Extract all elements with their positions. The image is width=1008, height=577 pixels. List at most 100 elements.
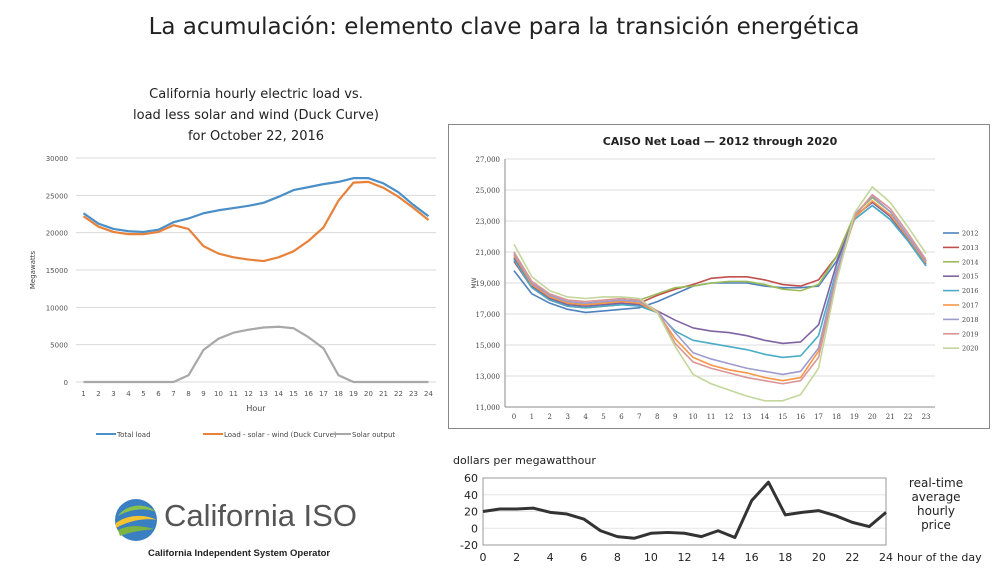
chart2-ytick-label: 21,000 — [476, 249, 501, 257]
chart3-xtick-label: 22 — [845, 551, 859, 564]
chart3-xtick-label: 12 — [678, 551, 692, 564]
chart2-series-line-2014 — [513, 196, 927, 306]
chart1-ytick-label: 0 — [64, 379, 68, 387]
chart1-xlabel: Hour — [246, 404, 266, 413]
chart1-xtick-label: 2 — [96, 390, 100, 398]
chart3-ytick-label: 20 — [464, 506, 478, 519]
california-iso-logo: California ISO California Independent Sy… — [112, 488, 372, 568]
chart2-xtick-label: 15 — [778, 413, 787, 421]
chart3-xtick-label: 16 — [745, 551, 759, 564]
chart2-legend-label: 2018 — [962, 316, 979, 324]
chart1-xtick-label: 4 — [126, 390, 131, 398]
chart1-ytick-label: 10000 — [46, 304, 68, 312]
slide-title: La acumulación: elemento clave para la t… — [148, 14, 860, 40]
chart1-title-line: California hourly electric load vs. — [149, 87, 363, 102]
chart2-legend-label: 2012 — [962, 230, 979, 238]
chart3-xtick-label: 4 — [547, 551, 554, 564]
chart1-xtick-label: 6 — [156, 390, 161, 398]
chart3-annotation-line: real-time — [909, 476, 963, 490]
chart2-xtick-label: 16 — [796, 413, 805, 421]
chart2-xtick-label: 6 — [619, 413, 624, 421]
chart3-xlabel: hour of the day — [897, 551, 982, 564]
caiso-net-load-chart: CAISO Net Load — 2012 through 2020 11,000… — [448, 124, 990, 429]
chart2-legend-label: 2015 — [962, 273, 979, 281]
chart3-xtick-label: 18 — [778, 551, 792, 564]
chart2-legend-label: 2014 — [962, 258, 979, 266]
chart2-xtick-label: 17 — [814, 413, 823, 421]
chart1-title-line: load less solar and wind (Duck Curve) — [133, 108, 379, 123]
chart1-xtick-label: 3 — [111, 390, 115, 398]
chart1-legend-label: Total load — [116, 431, 151, 439]
chart1-xtick-label: 14 — [274, 390, 283, 398]
logo-subtitle: California Independent System Operator — [148, 548, 331, 559]
chart2-xtick-label: 19 — [850, 413, 859, 421]
chart1-xtick-label: 15 — [289, 390, 298, 398]
chart1-xtick-label: 5 — [141, 390, 145, 398]
chart1-ytick-label: 5000 — [50, 342, 68, 350]
chart2-xtick-label: 10 — [689, 413, 698, 421]
chart3-ytick-label: 40 — [464, 489, 478, 502]
chart1-xtick-label: 17 — [319, 390, 328, 398]
chart1-xtick-label: 9 — [201, 390, 205, 398]
chart3-annotation-line: hourly — [917, 504, 955, 518]
hourly-price-chart: dollars per megawatthour -20 0 20 40 60 0 2 4 6 8 1… — [450, 450, 1000, 577]
chart2-title: CAISO Net Load — 2012 through 2020 — [603, 135, 838, 148]
chart2-xtick-label: 2 — [548, 413, 552, 421]
chart2-ytick-label: 17,000 — [476, 311, 501, 319]
chart3-title: dollars per megawatthour — [453, 454, 596, 467]
logo-name: California ISO — [164, 498, 357, 533]
chart2-xtick-label: 14 — [760, 413, 769, 421]
chart3-price-line — [482, 480, 887, 540]
chart2-series-line-2012 — [513, 204, 927, 314]
chart3-annotation-line: average — [911, 490, 960, 504]
chart2-xtick-label: 18 — [832, 413, 841, 421]
chart3-ytick-label: 60 — [464, 472, 478, 485]
chart2-xtick-label: 13 — [742, 413, 751, 421]
chart3-xtick-label: 2 — [513, 551, 520, 564]
chart2-ytick-label: 27,000 — [476, 156, 501, 164]
chart2-series-line-2016 — [513, 204, 927, 359]
chart1-xtick-label: 23 — [409, 390, 418, 398]
chart2-ytick-label: 23,000 — [476, 218, 501, 226]
chart1-xtick-label: 21 — [379, 390, 388, 398]
chart2-xtick-label: 0 — [512, 413, 516, 421]
chart2-ytick-label: 15,000 — [476, 342, 501, 350]
chart1-xtick-label: 22 — [394, 390, 403, 398]
chart2-legend-label: 2016 — [962, 287, 979, 295]
chart1-xtick-label: 12 — [244, 390, 253, 398]
chart3-xtick-label: 24 — [879, 551, 893, 564]
chart2-xtick-label: 3 — [565, 413, 569, 421]
chart1-xtick-label: 13 — [259, 390, 268, 398]
chart3-annotation-line: price — [921, 518, 951, 532]
chart2-legend-label: 2017 — [962, 302, 979, 310]
chart3-xtick-label: 20 — [812, 551, 826, 564]
chart2-xtick-label: 8 — [655, 413, 659, 421]
chart2-xtick-label: 4 — [583, 413, 588, 421]
chart2-series-line-2013 — [513, 201, 927, 309]
chart1-xtick-label: 1 — [81, 390, 85, 398]
chart1-ytick-label: 25000 — [46, 192, 68, 200]
chart3-xtick-label: 10 — [644, 551, 658, 564]
chart3-xtick-label: 8 — [614, 551, 621, 564]
chart2-ytick-label: 25,000 — [476, 187, 501, 195]
chart2-legend-label: 2013 — [962, 244, 979, 252]
chart2-ylabel: MW — [471, 277, 478, 288]
chart1-title-line: for October 22, 2016 — [188, 129, 324, 144]
chart2-legend-label: 2020 — [962, 345, 979, 353]
chart3-xtick-label: 6 — [580, 551, 587, 564]
chart1-xtick-label: 10 — [214, 390, 223, 398]
chart2-xtick-label: 20 — [868, 413, 877, 421]
chart1-series-line-2 — [82, 180, 430, 263]
chart3-xtick-label: 0 — [480, 551, 487, 564]
chart2-xtick-label: 12 — [724, 413, 733, 421]
chart2-series-line-2019 — [513, 193, 927, 385]
chart2-xtick-label: 21 — [886, 413, 895, 421]
chart2-xtick-label: 9 — [673, 413, 677, 421]
chart2-xtick-label: 23 — [922, 413, 931, 421]
california-iso-globe-icon — [115, 499, 157, 541]
chart2-series-line-2020 — [513, 186, 927, 402]
chart1-series-line-1 — [82, 177, 430, 234]
chart2-series-line-2017 — [513, 200, 927, 382]
chart1-xtick-label: 18 — [334, 390, 343, 398]
chart1-ytick-label: 20000 — [46, 230, 68, 238]
